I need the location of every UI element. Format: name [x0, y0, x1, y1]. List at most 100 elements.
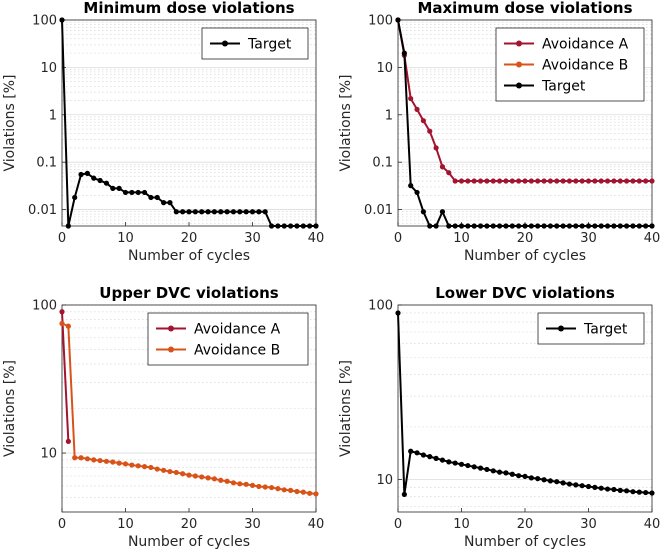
chart1-data-point	[173, 209, 179, 215]
chart2-data-point	[433, 223, 439, 229]
chart2-data-point	[643, 223, 649, 229]
chart2-data-point	[617, 223, 623, 229]
chart2-data-point	[547, 178, 554, 184]
chart1-data-point	[141, 189, 148, 196]
chart2-data-point	[541, 223, 547, 229]
chart2-ylabel: Violations [%]	[338, 75, 354, 172]
chart1-ytick-label: 100	[32, 14, 57, 29]
chart1-data-point	[237, 209, 243, 215]
chart1-data-point	[199, 209, 205, 215]
chart3-data-point	[256, 483, 262, 490]
chart4-ytick-label: 10	[376, 473, 393, 488]
chart4-xtick-label: 20	[517, 517, 534, 532]
chart3-data-point	[313, 491, 319, 497]
chart3-data-point	[154, 466, 160, 472]
chart1-data-point	[256, 209, 262, 215]
chart4-data-point	[649, 490, 655, 496]
chart1-data-point	[180, 209, 186, 215]
chart2-data-point	[585, 178, 592, 184]
chart1-data-point	[103, 180, 110, 186]
chart1-ylabel: Violations [%]	[2, 75, 18, 172]
chart3-axes-box	[61, 304, 317, 513]
chart2-data-point	[465, 178, 471, 184]
chart4-data-point	[611, 486, 617, 493]
chart1-data-point	[59, 17, 65, 23]
chart2-data-point	[636, 178, 642, 184]
chart3-data-point	[192, 473, 198, 479]
chart4-data-point	[427, 454, 433, 460]
chart3-data-point	[180, 471, 186, 477]
chart3-data-point	[186, 472, 192, 478]
chart2-data-point	[579, 178, 585, 184]
chart3-data-point	[307, 490, 313, 496]
chart1-xtick-label: 20	[181, 231, 198, 246]
chart3-data-point	[72, 455, 78, 461]
chart4-data-point	[566, 481, 573, 487]
chart2-data-point	[643, 178, 649, 184]
chart4-ytick-label: 100	[368, 299, 393, 314]
chart3-data-point	[249, 482, 256, 488]
chart2-data-point	[649, 223, 655, 229]
chart1-data-point	[313, 223, 319, 229]
chart2: 0.01 0.1 1 10 100 0 10 20 30 40 Maximum dose viola…	[338, 0, 660, 264]
chart1-data-point	[249, 209, 256, 215]
chart4-data-point	[585, 483, 592, 490]
chart3-legend-marker	[168, 346, 174, 353]
chart1-xtick-label: 10	[117, 231, 134, 246]
chart2-ytick-label: 0.1	[372, 156, 393, 171]
chart2-data-point	[465, 223, 471, 229]
chart4-data-point	[624, 488, 630, 494]
chart2-data-point	[630, 223, 636, 229]
chart4-data-point	[484, 466, 490, 473]
chart4-data-point	[452, 460, 458, 466]
chart1-data-point	[72, 194, 78, 201]
chart4-data-point	[636, 489, 642, 495]
chart3-data-point	[268, 484, 275, 491]
chart4-data-point	[617, 487, 623, 493]
chart4-data-point	[522, 473, 528, 480]
chart4-data-point	[630, 489, 636, 495]
chart4-data-point	[471, 464, 477, 470]
chart3-data-point	[294, 488, 300, 495]
chart2-data-point	[579, 223, 585, 229]
chart2-data-point	[516, 178, 522, 184]
chart2-data-point	[611, 178, 617, 184]
chart3-data-point	[230, 480, 237, 486]
chart2-data-point	[649, 178, 655, 184]
chart1-axes-box	[61, 19, 317, 227]
chart2-data-point	[471, 223, 477, 229]
chart3-legend-marker	[168, 325, 174, 332]
chart2-xtick-label: 10	[453, 231, 470, 246]
chart3-data-point	[129, 462, 135, 468]
chart2-data-point	[420, 209, 426, 215]
chart4-data-point	[541, 477, 547, 483]
chart1-data-point	[84, 170, 90, 176]
chart2-data-point	[452, 178, 458, 184]
chart2-xtick-label: 0	[394, 231, 402, 246]
chart2-data-point	[598, 178, 604, 184]
chart2-data-point	[408, 183, 414, 189]
chart1-xtick-label: 30	[244, 231, 261, 246]
chart1-legend-marker	[222, 40, 228, 47]
chart4-legend: Target	[537, 312, 645, 345]
chart2-data-point	[439, 164, 446, 170]
chart4-xlabel: Number of cycles	[464, 534, 586, 550]
chart2-data-point	[528, 178, 534, 184]
chart2-data-point	[503, 178, 509, 184]
chart2-data-point	[636, 223, 642, 229]
chart4-data-point	[401, 491, 407, 498]
chart2-data-point	[611, 223, 617, 229]
chart3-xtick-label: 20	[181, 517, 198, 532]
chart4-xtick-label: 0	[394, 517, 402, 532]
chart2-data-point	[458, 178, 465, 184]
chart1-xtick-label: 0	[58, 231, 66, 246]
chart2-data-point	[490, 178, 496, 184]
chart1-data-point	[262, 209, 268, 215]
chart2-data-point	[477, 223, 484, 229]
chart1-data-point	[281, 223, 287, 229]
chart2-data-point	[458, 223, 465, 229]
chart3-data-point	[281, 487, 287, 493]
chart1-legend: Target	[201, 27, 309, 60]
chart1-data-point	[129, 189, 135, 196]
